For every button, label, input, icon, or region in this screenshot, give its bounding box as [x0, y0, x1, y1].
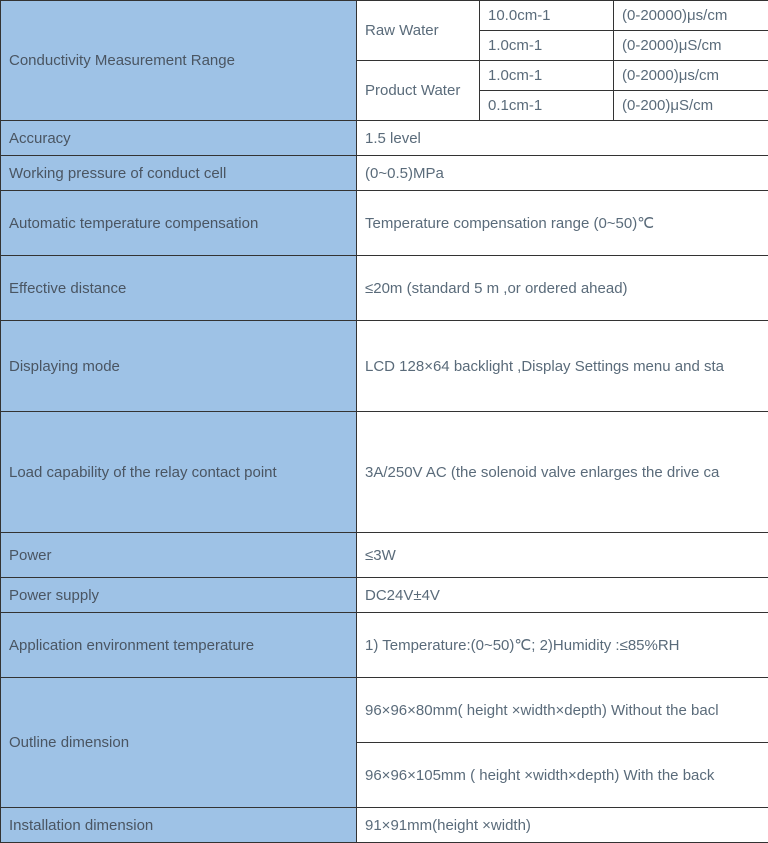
value-power: ≤3W: [357, 533, 768, 578]
label-cond-range: Conductivity Measurement Range: [1, 1, 357, 121]
label-eff-dist: Effective distance: [1, 256, 357, 321]
cell-raw-water: Raw Water: [357, 1, 480, 61]
cell-r3c1: 1.0cm-1: [480, 61, 614, 91]
cell-product-water: Product Water: [357, 61, 480, 121]
label-supply: Power supply: [1, 578, 357, 613]
cell-r2c1: 1.0cm-1: [480, 31, 614, 61]
label-atc: Automatic temperature compensation: [1, 191, 357, 256]
label-relay: Load capability of the relay contact poi…: [1, 412, 357, 533]
value-relay: 3A/250V AC (the solenoid valve enlarges …: [357, 412, 768, 533]
cell-r1c1: 10.0cm-1: [480, 1, 614, 31]
value-accuracy: 1.5 level: [357, 121, 768, 156]
value-eff-dist: ≤20m (standard 5 m ,or ordered ahead): [357, 256, 768, 321]
label-display: Displaying mode: [1, 321, 357, 412]
label-power: Power: [1, 533, 357, 578]
cell-r4c1: 0.1cm-1: [480, 91, 614, 121]
value-atc: Temperature compensation range (0~50)℃: [357, 191, 768, 256]
cell-r4c2: (0-200)μS/cm: [614, 91, 768, 121]
label-outline: Outline dimension: [1, 678, 357, 808]
label-env: Application environment temperature: [1, 613, 357, 678]
value-install: 91×91mm(height ×width): [357, 808, 768, 843]
value-display: LCD 128×64 backlight ,Display Settings m…: [357, 321, 768, 412]
spec-table: Conductivity Measurement Range Raw Water…: [0, 0, 768, 843]
label-pressure: Working pressure of conduct cell: [1, 156, 357, 191]
cell-r1c2: (0-20000)μs/cm: [614, 1, 768, 31]
value-outline-1: 96×96×80mm( height ×width×depth) Without…: [357, 678, 768, 743]
label-accuracy: Accuracy: [1, 121, 357, 156]
label-install: Installation dimension: [1, 808, 357, 843]
cell-r3c2: (0-2000)μs/cm: [614, 61, 768, 91]
value-supply: DC24V±4V: [357, 578, 768, 613]
value-env: 1) Temperature:(0~50)℃; 2)Humidity :≤85%…: [357, 613, 768, 678]
cell-r2c2: (0-2000)μS/cm: [614, 31, 768, 61]
value-outline-2: 96×96×105mm ( height ×width×depth) With …: [357, 743, 768, 808]
value-pressure: (0~0.5)MPa: [357, 156, 768, 191]
